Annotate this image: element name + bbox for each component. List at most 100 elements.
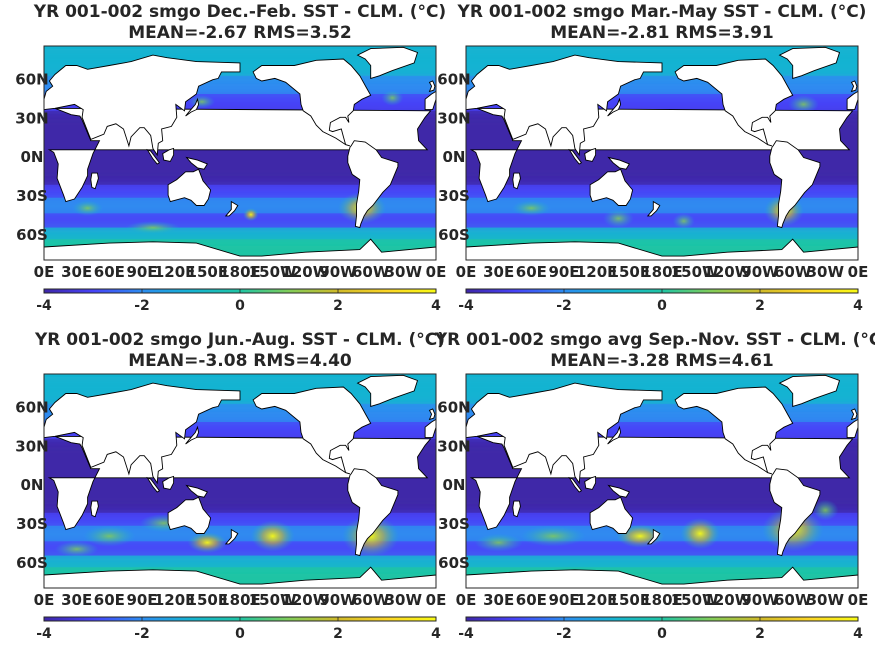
colorbar-tick-label: 2	[755, 626, 765, 642]
land-new-zealand	[646, 200, 661, 217]
map-area	[44, 46, 436, 260]
land-north-america	[252, 386, 372, 475]
chart-subtitle: MEAN=-2.67 RMS=3.52	[128, 23, 352, 43]
land-new-guinea	[607, 484, 630, 498]
map-frame	[43, 373, 437, 589]
land-south-america	[347, 468, 399, 557]
x-tick-label: 90E	[548, 591, 579, 609]
x-tick-label: 90W	[319, 591, 357, 609]
land-japan	[185, 425, 200, 445]
land-australia	[589, 168, 634, 206]
x-tick-label: 0E	[34, 591, 55, 609]
land-uk	[428, 80, 436, 93]
y-tick-label: 0N	[443, 148, 466, 166]
anomaly-patch-2	[243, 208, 259, 222]
x-tick-label: 180E	[641, 591, 683, 609]
land-europe-west	[424, 90, 436, 111]
ocean-blend-band	[44, 528, 436, 539]
colorbar-tick-label: 2	[333, 626, 343, 642]
land-borneo	[162, 147, 175, 162]
y-tick-label: 60N	[15, 70, 48, 88]
anomaly-patch-6	[381, 90, 404, 106]
land-south-america	[347, 140, 399, 229]
anomaly-patch-6	[54, 541, 99, 557]
x-tick-label: 90E	[126, 591, 157, 609]
land-new-guinea	[607, 156, 630, 170]
colorbar-tick-label: 2	[755, 298, 765, 314]
chart-title: YR 001-002 smgo Dec.-Feb. SST - CLM. (°C…	[33, 2, 446, 22]
land-madagascar	[512, 172, 521, 190]
colorbar-tick-label: -2	[134, 298, 150, 314]
land-sumatra	[146, 148, 161, 165]
land-eurasia	[44, 54, 241, 157]
map-frame	[465, 45, 859, 261]
x-tick-label: 150W	[671, 591, 719, 609]
land-south-america	[769, 468, 821, 557]
land-new-guinea	[185, 484, 208, 498]
ocean-blend-band	[466, 424, 858, 436]
x-tick-label: 60W	[352, 591, 390, 609]
land-australia	[167, 168, 212, 206]
colorbar-tick-label: -4	[458, 626, 474, 642]
x-tick-label: 150E	[187, 591, 229, 609]
x-tick-label: 150E	[609, 263, 651, 281]
land-north-america	[674, 58, 794, 147]
land-antarctica	[466, 566, 858, 588]
x-tick-label: 120W	[703, 591, 751, 609]
x-tick-label: 30E	[61, 263, 92, 281]
land-south-america	[769, 140, 821, 229]
x-tick-label: 90W	[741, 263, 779, 281]
land-sumatra	[568, 476, 583, 493]
colorbar-tick-label: 0	[657, 626, 667, 642]
y-tick-label: 30N	[15, 109, 48, 127]
land-north-america	[674, 386, 794, 475]
ocean-blend-band	[466, 216, 858, 225]
ocean-blend-band	[466, 515, 858, 523]
x-tick-label: 180E	[219, 591, 261, 609]
land-australia	[167, 496, 212, 534]
x-tick-label: 150W	[249, 263, 297, 281]
x-tick-label: 60E	[516, 263, 547, 281]
land-antarctica	[466, 238, 858, 260]
chart-panel-4: YR 001-002 smgo avg Sep.-Nov. SST - CLM.…	[434, 330, 875, 642]
x-tick-label: 30E	[483, 591, 514, 609]
land-new-zealand	[224, 528, 239, 545]
y-tick-label: 60N	[15, 398, 48, 416]
x-tick-label: 120E	[576, 591, 618, 609]
x-tick-label: 150E	[609, 591, 651, 609]
colorbar-tick-label: -2	[556, 298, 572, 314]
land-eurasia	[466, 382, 663, 485]
anomaly-patch-6	[603, 209, 634, 228]
chart-panel-1: YR 001-002 smgo Dec.-Feb. SST - CLM. (°C…	[15, 2, 446, 314]
colorbar-tick-label: 0	[235, 298, 245, 314]
ocean-blend-band	[44, 187, 436, 195]
colorbar-tick-label: -4	[36, 298, 52, 314]
anomaly-patch-4	[520, 525, 586, 547]
ocean-blend-band	[466, 544, 858, 553]
anomaly-patch-2	[680, 517, 720, 550]
x-tick-label: 120E	[576, 263, 618, 281]
x-tick-label: 90E	[548, 263, 579, 281]
anomaly-patch-4	[83, 525, 136, 547]
anomaly-patch-7	[72, 200, 103, 216]
chart-subtitle: MEAN=-3.28 RMS=4.61	[550, 351, 774, 371]
land-australia	[589, 496, 634, 534]
x-tick-label: 120W	[281, 263, 329, 281]
anomaly-patch-4	[125, 221, 181, 235]
chart-panel-2: YR 001-002 smgo Mar.-May SST - CLM. (°C)…	[437, 2, 868, 314]
map-frame	[465, 373, 859, 589]
anomaly-patch-2	[672, 213, 695, 229]
y-tick-label: 60S	[16, 226, 48, 244]
y-tick-label: 30S	[16, 515, 48, 533]
land-uk	[850, 408, 858, 421]
anomaly-patch-5	[474, 533, 523, 552]
x-tick-label: 30W	[807, 263, 845, 281]
colorbar-tick-label: 0	[657, 298, 667, 314]
y-tick-label: 30N	[15, 437, 48, 455]
map-area	[44, 374, 436, 588]
ocean-blend-band	[466, 230, 858, 237]
land-europe-west	[846, 418, 858, 439]
colorbar-tick-label: -4	[36, 626, 52, 642]
land-north-america	[252, 58, 372, 147]
x-tick-label: 90W	[741, 591, 779, 609]
